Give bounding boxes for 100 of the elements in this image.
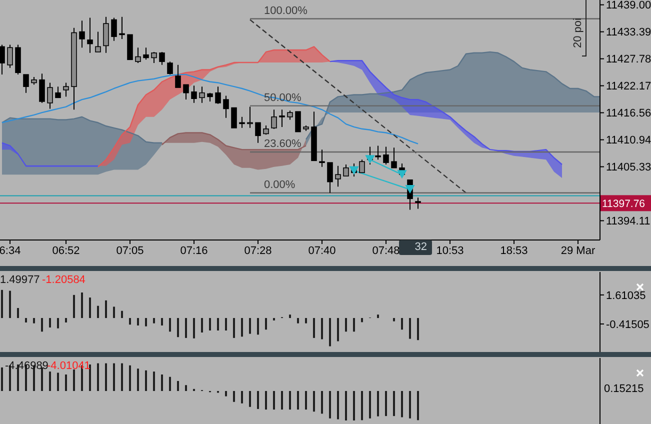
bar <box>297 318 299 324</box>
bar <box>409 391 411 418</box>
bar <box>193 318 195 338</box>
y-tick-label: 11394.11 <box>606 216 650 228</box>
candlestick <box>183 84 189 100</box>
bar <box>73 369 75 391</box>
candlestick <box>263 125 269 136</box>
candlestick <box>223 95 229 118</box>
bar <box>65 374 67 391</box>
bar <box>97 363 99 391</box>
bar <box>89 298 91 318</box>
bar <box>201 318 203 332</box>
bar <box>361 391 363 420</box>
annotation: -4.46989 <box>5 360 48 372</box>
bar <box>353 318 355 332</box>
bar <box>257 391 259 409</box>
x-tick-label: 07:28 <box>244 244 272 257</box>
counter-box: 32 <box>399 240 432 255</box>
candlestick <box>167 61 173 76</box>
candlestick <box>175 64 181 88</box>
candlestick <box>0 44 5 76</box>
candlestick <box>279 109 285 128</box>
candlestick <box>239 116 245 128</box>
bar <box>65 318 67 322</box>
bar <box>9 290 11 318</box>
bar <box>169 318 171 332</box>
bar <box>313 391 315 412</box>
candlestick <box>119 16 125 40</box>
bar <box>337 391 339 420</box>
candlestick <box>199 86 205 104</box>
bar <box>393 318 395 322</box>
bar <box>265 391 267 410</box>
bar <box>161 374 163 391</box>
candlestick <box>335 165 341 188</box>
bar <box>1 290 3 318</box>
bar <box>25 318 27 322</box>
candlestick <box>271 109 277 130</box>
annotation: 23.60% <box>264 138 302 150</box>
bar <box>225 391 227 396</box>
bar <box>73 294 75 318</box>
bar <box>41 318 43 332</box>
y-tick-label: 11410.94 <box>606 134 651 147</box>
bar <box>129 365 131 391</box>
bar <box>361 318 363 322</box>
bar <box>129 318 131 325</box>
bar <box>145 370 147 391</box>
bar <box>137 368 139 391</box>
bar <box>49 372 51 391</box>
bar <box>345 391 347 420</box>
candlestick <box>391 147 397 168</box>
candlestick <box>55 86 61 98</box>
bar <box>241 318 243 337</box>
bar <box>225 318 227 330</box>
candlestick <box>39 73 45 104</box>
bar <box>89 364 91 391</box>
bar <box>121 310 123 318</box>
bar <box>385 391 387 416</box>
candlestick <box>383 146 389 165</box>
x-tick-label: 07:16 <box>180 244 208 257</box>
y-tick-label: 1.61035 <box>606 290 646 302</box>
bar <box>353 391 355 420</box>
y-tick-label: 11427.78 <box>606 54 651 66</box>
candlestick <box>95 31 101 52</box>
x-tick-label: 07:05 <box>116 244 144 257</box>
bar <box>49 318 51 328</box>
bar <box>41 367 43 391</box>
candlestick <box>247 106 253 128</box>
annotation: 1.49977 <box>0 274 40 286</box>
bar <box>305 391 307 410</box>
bar <box>289 391 291 410</box>
annotation: -4.01041 <box>47 360 90 372</box>
candlestick <box>215 86 221 104</box>
x-tick-label: 18:53 <box>500 244 528 257</box>
annotation: 0.00% <box>264 178 296 191</box>
bar <box>321 318 323 340</box>
bar <box>33 318 35 324</box>
bar <box>257 318 259 335</box>
bar <box>305 318 307 324</box>
bar <box>145 318 147 326</box>
candlestick <box>143 47 149 60</box>
bar <box>113 306 115 318</box>
bar <box>169 376 171 391</box>
bar <box>161 318 163 326</box>
candlestick <box>87 17 93 54</box>
candlestick <box>7 44 13 68</box>
bar <box>265 318 267 330</box>
bar <box>249 318 251 334</box>
bar <box>185 318 187 338</box>
bar <box>153 318 155 324</box>
candlestick <box>255 122 261 144</box>
bar <box>241 391 243 404</box>
bar <box>121 363 123 391</box>
bar <box>337 318 339 342</box>
candlestick <box>151 51 157 64</box>
bar <box>369 391 371 418</box>
y-tick-label: 11422.17 <box>606 80 651 93</box>
candlestick <box>415 197 421 210</box>
candlestick <box>327 162 333 194</box>
x-tick-label: 07:40 <box>308 244 336 257</box>
bar <box>153 372 155 391</box>
